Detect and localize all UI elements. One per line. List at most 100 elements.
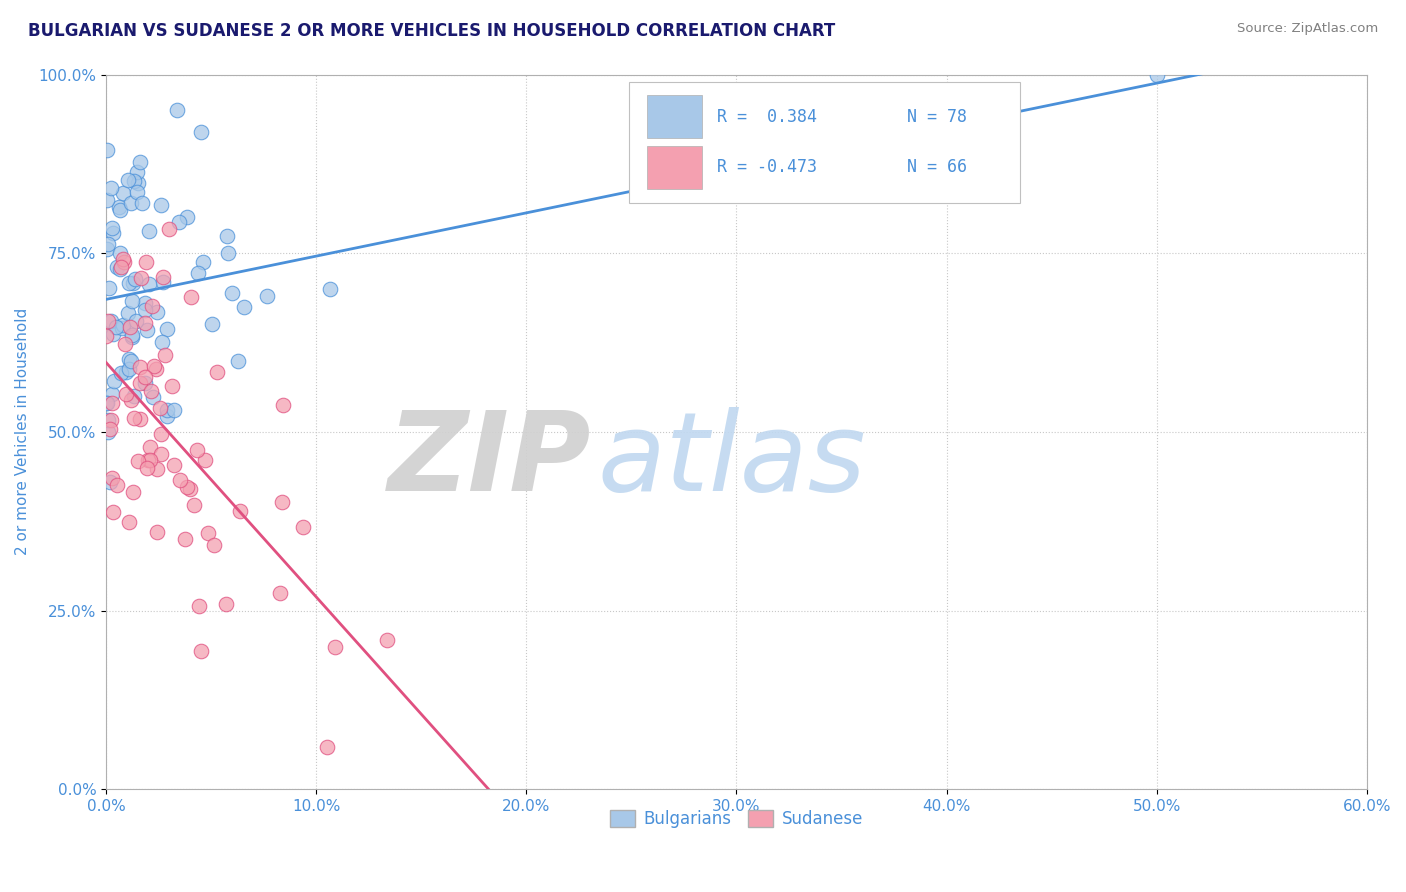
Point — [96, 396, 118, 410]
Text: Source: ZipAtlas.com: Source: ZipAtlas.com — [1237, 22, 1378, 36]
Point — [173, 532, 195, 546]
Point — [139, 452, 162, 467]
Point — [101, 396, 124, 410]
Point — [217, 245, 239, 260]
Point — [122, 485, 145, 500]
Point — [138, 277, 160, 292]
Point — [145, 361, 167, 376]
Point — [118, 351, 141, 366]
Point — [134, 303, 156, 318]
Point — [180, 290, 202, 304]
Point — [163, 403, 186, 417]
Point — [98, 475, 121, 490]
Point — [103, 375, 125, 389]
Point — [96, 242, 118, 256]
Point — [152, 270, 174, 285]
Point — [187, 266, 209, 280]
Point — [156, 409, 179, 424]
Point — [101, 386, 124, 401]
Point — [226, 354, 249, 368]
Point — [111, 318, 134, 332]
Text: ZIP: ZIP — [388, 407, 592, 514]
Point — [121, 330, 143, 344]
Point — [110, 260, 132, 274]
Point — [120, 196, 142, 211]
Point — [111, 321, 134, 335]
Point — [129, 359, 152, 374]
Text: N = 66: N = 66 — [907, 159, 966, 177]
Text: BULGARIAN VS SUDANESE 2 OR MORE VEHICLES IN HOUSEHOLD CORRELATION CHART: BULGARIAN VS SUDANESE 2 OR MORE VEHICLES… — [28, 22, 835, 40]
Point — [114, 365, 136, 379]
Point — [134, 316, 156, 330]
Point — [160, 378, 183, 392]
Point — [200, 317, 222, 331]
Point — [135, 254, 157, 268]
Point — [101, 221, 124, 235]
Point — [111, 252, 134, 266]
Point — [108, 200, 131, 214]
Point — [141, 300, 163, 314]
Point — [179, 483, 201, 497]
Point — [207, 365, 229, 379]
Point — [134, 296, 156, 310]
Point — [221, 286, 243, 301]
FancyBboxPatch shape — [647, 145, 703, 189]
Point — [136, 323, 159, 337]
Point — [124, 272, 146, 286]
Point — [127, 185, 149, 199]
Point — [117, 173, 139, 187]
Point — [315, 739, 337, 754]
Point — [110, 203, 132, 218]
Point — [319, 281, 342, 295]
Point — [127, 454, 149, 468]
Point — [98, 422, 121, 436]
FancyBboxPatch shape — [630, 82, 1021, 203]
Point — [122, 389, 145, 403]
Point — [149, 448, 172, 462]
Point — [121, 276, 143, 290]
Point — [217, 229, 239, 244]
Point — [118, 276, 141, 290]
Point — [100, 413, 122, 427]
Point — [96, 144, 118, 158]
Point — [146, 462, 169, 476]
Point — [97, 314, 120, 328]
Point — [108, 262, 131, 277]
Point — [114, 386, 136, 401]
Point — [229, 504, 252, 518]
Point — [215, 597, 238, 611]
Point — [96, 193, 118, 207]
Point — [146, 304, 169, 318]
Point — [162, 458, 184, 473]
Point — [96, 328, 118, 343]
Point — [141, 384, 163, 398]
Point — [131, 271, 153, 285]
Point — [128, 154, 150, 169]
Point — [323, 640, 346, 655]
Point — [271, 398, 294, 412]
Point — [120, 354, 142, 368]
Point — [101, 327, 124, 342]
Point — [100, 314, 122, 328]
Point — [105, 478, 128, 492]
Point — [118, 320, 141, 334]
Point — [104, 319, 127, 334]
Point — [169, 473, 191, 487]
Point — [100, 471, 122, 485]
Point — [97, 412, 120, 426]
Point — [112, 186, 135, 200]
Point — [191, 255, 214, 269]
Point — [153, 348, 176, 362]
Point — [136, 460, 159, 475]
Point — [142, 359, 165, 374]
Point — [122, 174, 145, 188]
Text: R =  0.384: R = 0.384 — [717, 108, 817, 126]
Point — [125, 314, 148, 328]
Point — [128, 412, 150, 426]
Point — [101, 505, 124, 519]
Point — [97, 425, 120, 439]
Point — [138, 224, 160, 238]
Point — [156, 322, 179, 336]
Point — [139, 440, 162, 454]
Point — [375, 633, 398, 648]
